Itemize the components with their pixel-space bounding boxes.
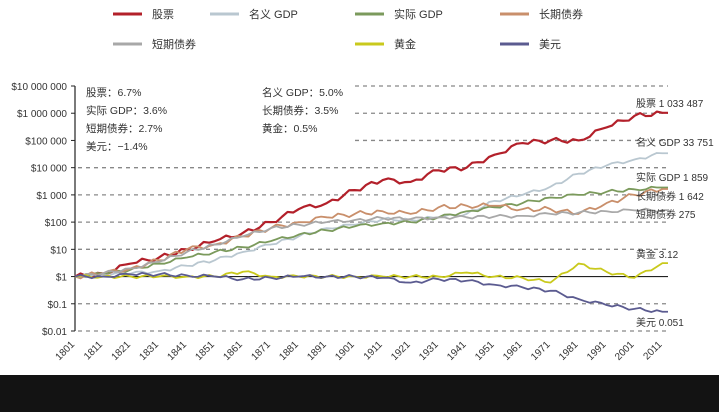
y-tick-label: $0.1	[48, 300, 68, 311]
x-tick-label: 1891	[305, 339, 329, 363]
x-tick-label: 1831	[138, 339, 162, 363]
end-label-4: 短期债券 275	[636, 208, 696, 221]
y-tick-label: $10 000 000	[11, 82, 67, 93]
x-tick-label: 1961	[501, 339, 525, 363]
end-label-6: 美元 0.051	[636, 316, 684, 329]
legend-label-4: 短期债券	[152, 37, 196, 51]
legend-label-5: 黄金	[394, 37, 416, 51]
x-tick-label: 1941	[445, 339, 469, 363]
x-tick-label: 1971	[529, 339, 553, 363]
annotation-usd: 美元：−1.4%	[86, 140, 148, 153]
annotation-short-bonds: 短期债券：2.7%	[86, 122, 162, 135]
x-tick-label: 1921	[389, 339, 413, 363]
end-label-1: 名义 GDP 33 751	[636, 136, 714, 149]
x-tick-label: 1841	[165, 339, 189, 363]
annotation-real-gdp: 实际 GDP：3.6%	[86, 104, 167, 117]
x-tick-label: 2001	[613, 339, 637, 363]
series-line-0	[74, 110, 668, 279]
x-tick-label: 1861	[221, 339, 245, 363]
series-line-6	[74, 271, 668, 313]
x-tick-label: 1901	[333, 339, 357, 363]
x-tick-label: 1981	[557, 339, 581, 363]
end-label-2: 实际 GDP 1 859	[636, 171, 709, 184]
y-tick-label: $100	[45, 218, 68, 229]
x-tick-label: 1821	[110, 339, 134, 363]
x-tick-label: 1881	[277, 339, 301, 363]
end-label-5: 黄金 3.12	[636, 248, 679, 261]
x-tick-label: 1811	[82, 339, 105, 362]
x-tick-label: 1991	[585, 339, 609, 363]
series-line-4	[74, 207, 668, 278]
legend-label-1: 名义 GDP	[249, 7, 298, 21]
y-tick-label: $0.01	[42, 327, 67, 338]
y-tick-label: $1 000	[36, 191, 67, 202]
y-tick-label: $100 000	[25, 136, 67, 147]
y-tick-label: $1	[56, 273, 68, 284]
legend-label-3: 长期债券	[539, 7, 583, 21]
end-label-3: 长期债券 1 642	[636, 190, 704, 203]
y-tick-label: $10 000	[31, 164, 68, 175]
legend-label-0: 股票	[152, 8, 174, 21]
y-tick-label: $1 000 000	[17, 109, 67, 120]
annotation-stocks: 股票：6.7%	[86, 87, 141, 99]
x-tick-label: 1911	[362, 339, 385, 362]
annotation-nominal-gdp: 名义 GDP：5.0%	[262, 86, 343, 99]
y-tick-label: $10	[50, 245, 67, 256]
x-tick-label: 1871	[249, 339, 273, 363]
x-tick-label: 2011	[642, 339, 665, 362]
x-tick-label: 1801	[54, 339, 78, 363]
legend-label-6: 美元	[539, 38, 561, 51]
series-line-3	[74, 188, 668, 280]
x-tick-label: 1851	[193, 339, 217, 363]
series-line-1	[74, 152, 668, 279]
x-tick-label: 1951	[473, 339, 497, 363]
series-line-2	[74, 185, 668, 278]
end-label-0: 股票 1 033 487	[636, 98, 704, 110]
bottom-black-bar	[0, 375, 719, 412]
annotation-long-bonds: 长期债券：3.5%	[262, 104, 338, 117]
annotation-gold: 黄金：0.5%	[262, 122, 317, 135]
x-tick-label: 1931	[417, 339, 441, 363]
legend-label-2: 实际 GDP	[394, 7, 443, 21]
